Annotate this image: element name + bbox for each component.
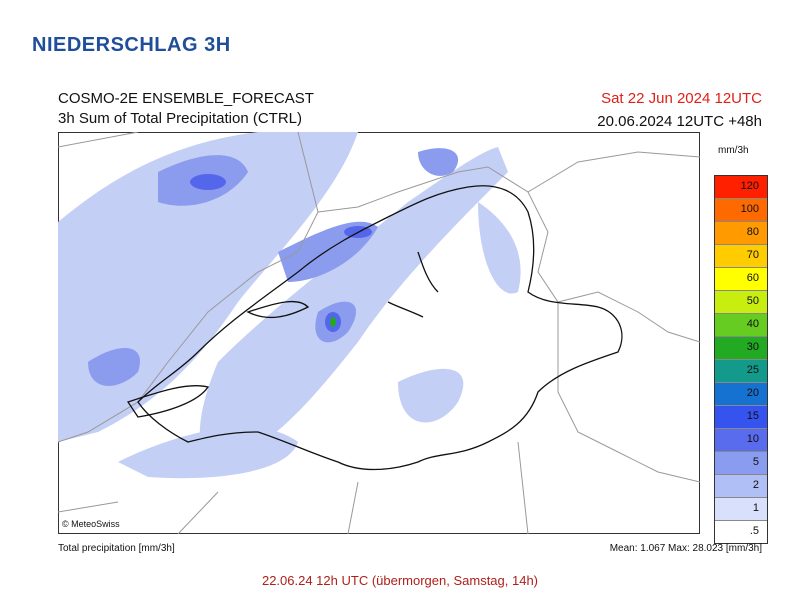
footer-left: Total precipitation [mm/3h]: [58, 543, 175, 554]
panel-title: COSMO-2E ENSEMBLE_FORECAST: [58, 90, 314, 107]
swiss-border: [126, 185, 623, 471]
legend-label: 15: [746, 410, 759, 422]
legend-swatch: 50: [715, 291, 767, 314]
legend-label: 70: [746, 249, 759, 261]
legend-label: 60: [746, 272, 759, 284]
run-time: 20.06.2024 12UTC +48h: [597, 113, 762, 130]
legend-label: 1: [752, 502, 759, 514]
country-borders: [58, 132, 700, 534]
legend-swatch: 1: [715, 498, 767, 521]
legend-swatch: 20: [715, 383, 767, 406]
footer-right: Mean: 1.067 Max: 28.023 [mm/3h]: [609, 543, 762, 554]
legend-swatch: 30: [715, 337, 767, 360]
legend-swatch: .5: [715, 521, 767, 543]
legend-label: 2: [752, 479, 759, 491]
map: [58, 132, 700, 534]
legend-label: 20: [746, 387, 759, 399]
page-title: NIEDERSCHLAG 3H: [32, 34, 231, 56]
legend-swatch: 80: [715, 222, 767, 245]
precip-peak: [330, 317, 336, 327]
copyright: © MeteoSwiss: [62, 519, 120, 529]
legend-label: 50: [746, 295, 759, 307]
caption: 22.06.24 12h UTC (übermorgen, Samstag, 1…: [261, 573, 539, 588]
panel-subtitle: 3h Sum of Total Precipitation (CTRL): [58, 110, 302, 127]
legend-unit: mm/3h: [718, 145, 749, 156]
legend-swatch: 10: [715, 429, 767, 452]
legend: 120 100 80 70 60 50 40 30 25 20 15 10 5 2 1 .5: [714, 175, 768, 544]
legend-swatch: 40: [715, 314, 767, 337]
legend-swatch: 5: [715, 452, 767, 475]
legend-label: 120: [740, 180, 759, 192]
legend-label: .5: [749, 525, 759, 537]
legend-swatch: 15: [715, 406, 767, 429]
legend-label: 10: [746, 433, 759, 445]
legend-swatch: 60: [715, 268, 767, 291]
legend-label: 100: [740, 203, 759, 215]
legend-label: 5: [752, 456, 759, 468]
legend-swatch: 70: [715, 245, 767, 268]
legend-label: 25: [746, 364, 759, 376]
legend-label: 40: [746, 318, 759, 330]
legend-label: 80: [746, 226, 759, 238]
valid-time: Sat 22 Jun 2024 12UTC: [601, 90, 762, 107]
legend-swatch: 2: [715, 475, 767, 498]
legend-swatch: 25: [715, 360, 767, 383]
legend-label: 30: [746, 341, 759, 353]
legend-swatch: 100: [715, 199, 767, 222]
legend-swatch: 120: [715, 176, 767, 199]
